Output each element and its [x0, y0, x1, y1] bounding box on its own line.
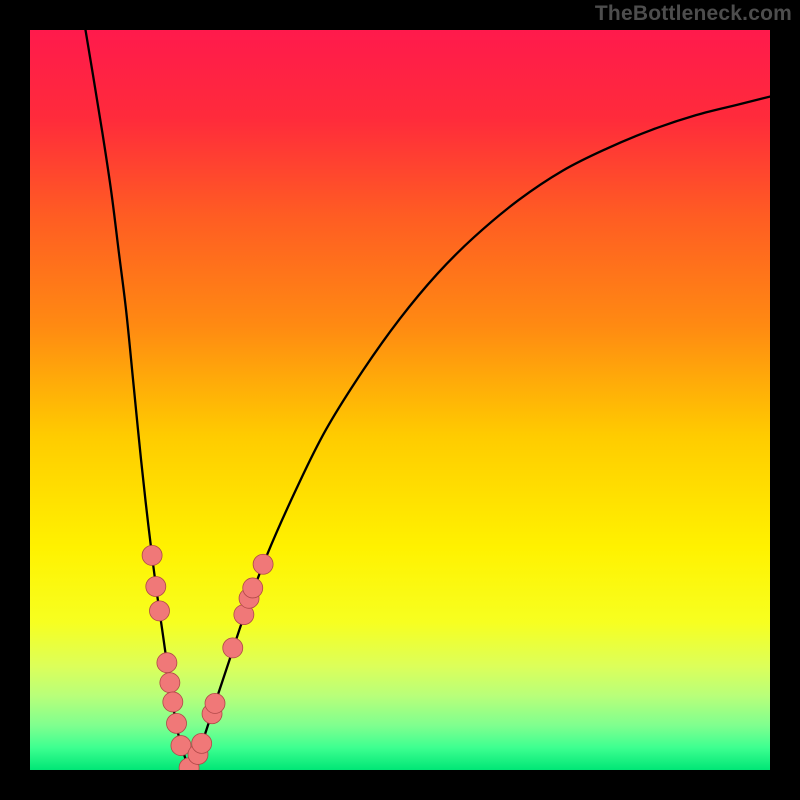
data-marker: [157, 653, 177, 673]
plot-area: [30, 30, 770, 770]
data-marker: [160, 673, 180, 693]
data-marker: [146, 576, 166, 596]
chart-background: [30, 30, 770, 770]
chart-svg: [30, 30, 770, 770]
data-marker: [142, 545, 162, 565]
data-marker: [205, 693, 225, 713]
data-marker: [223, 638, 243, 658]
data-marker: [163, 692, 183, 712]
data-marker: [150, 601, 170, 621]
data-marker: [253, 554, 273, 574]
chart-frame: TheBottleneck.com: [0, 0, 800, 800]
data-marker: [243, 578, 263, 598]
watermark-text: TheBottleneck.com: [595, 2, 792, 26]
data-marker: [192, 733, 212, 753]
data-marker: [167, 713, 187, 733]
